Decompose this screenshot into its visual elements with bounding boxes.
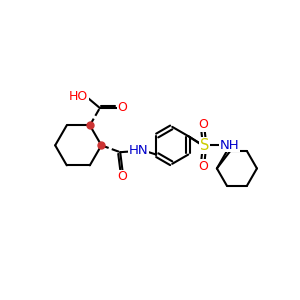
Text: S: S — [200, 138, 209, 153]
Text: O: O — [117, 101, 127, 115]
Text: O: O — [198, 160, 208, 172]
Text: HO: HO — [69, 90, 88, 103]
Text: HN: HN — [129, 144, 148, 157]
Text: O: O — [198, 118, 208, 131]
Text: O: O — [118, 170, 128, 183]
Text: NH: NH — [219, 139, 239, 152]
